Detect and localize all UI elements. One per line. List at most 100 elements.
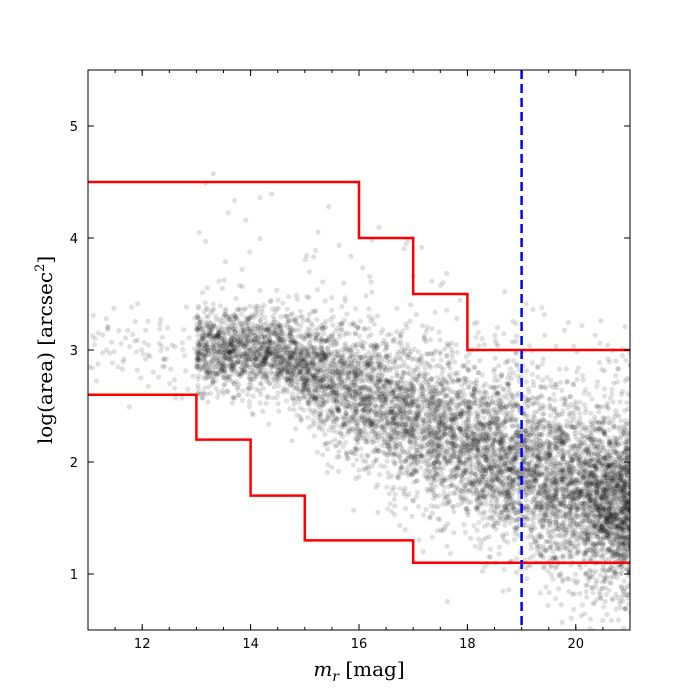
scatter-point: [243, 315, 249, 321]
scatter-point: [639, 543, 644, 548]
scatter-point: [583, 572, 589, 578]
scatter-point: [431, 475, 437, 481]
scatter-point: [640, 592, 645, 597]
scatter-point: [643, 508, 648, 513]
scatter-point: [637, 505, 642, 510]
scatter-point: [610, 566, 616, 572]
scatter-point: [427, 439, 434, 445]
scatter-point: [631, 425, 636, 430]
scatter-point: [635, 619, 640, 624]
scatter-point: [597, 340, 603, 346]
scatter-point: [640, 558, 645, 563]
scatter-point: [638, 565, 643, 570]
scatter-point: [643, 481, 648, 486]
scatter-point: [644, 450, 649, 455]
scatter-point: [633, 509, 638, 514]
scatter-point: [313, 367, 319, 373]
scatter-point: [439, 399, 445, 405]
scatter-point: [633, 510, 638, 515]
scatter-point: [342, 392, 348, 398]
scatter-point: [451, 389, 457, 395]
scatter-point: [635, 561, 640, 566]
scatter-point: [632, 576, 637, 581]
scatter-point: [641, 427, 646, 432]
scatter-point: [637, 552, 642, 557]
scatter-point: [642, 512, 647, 517]
scatter-point: [586, 391, 592, 397]
scatter-point: [643, 453, 648, 458]
scatter-point: [638, 542, 643, 547]
scatter-point: [631, 510, 636, 515]
scatter-point: [630, 422, 635, 427]
scatter-point: [641, 464, 646, 469]
scatter-point: [157, 321, 163, 327]
scatter-point: [632, 591, 637, 596]
scatter-point: [639, 506, 644, 511]
scatter-point: [449, 376, 455, 382]
scatter-point: [497, 451, 503, 457]
scatter-point: [389, 509, 395, 515]
scatter-point: [541, 488, 547, 494]
scatter-point: [257, 195, 263, 201]
scatter-point: [632, 533, 637, 538]
scatter-point: [643, 479, 648, 484]
scatter-point: [636, 518, 641, 523]
scatter-point: [457, 426, 463, 432]
scatter-point: [413, 312, 419, 318]
scatter-point: [637, 497, 642, 502]
scatter-point: [644, 456, 649, 461]
scatter-point: [639, 498, 644, 503]
scatter-point: [366, 470, 372, 476]
scatter-point: [568, 401, 574, 408]
scatter-point: [562, 432, 568, 438]
scatter-point: [642, 574, 647, 579]
scatter-point: [624, 469, 630, 475]
scatter-point: [205, 367, 211, 373]
scatter-point: [642, 498, 647, 503]
scatter-point: [638, 547, 643, 552]
scatter-point: [115, 364, 121, 370]
scatter-point: [626, 640, 631, 645]
scatter-point: [609, 475, 615, 481]
scatter-point: [641, 492, 646, 497]
scatter-point: [232, 197, 238, 203]
scatter-point: [643, 490, 648, 495]
scatter-point: [564, 379, 570, 385]
scatter-point: [478, 421, 484, 427]
scatter-point: [631, 528, 636, 533]
scatter-point: [436, 452, 442, 458]
scatter-point: [181, 327, 187, 333]
scatter-point: [644, 502, 649, 507]
scatter-point: [637, 512, 642, 517]
scatter-point: [468, 499, 474, 505]
scatter-point: [623, 357, 629, 363]
scatter-point: [634, 435, 639, 440]
scatter-point: [633, 520, 638, 525]
scatter-point: [213, 378, 219, 384]
scatter-point: [643, 484, 648, 489]
scatter-point: [634, 565, 639, 570]
scatter-point: [632, 583, 637, 588]
scatter-point: [638, 502, 643, 507]
scatter-point: [204, 285, 210, 291]
scatter-point: [443, 425, 449, 432]
scatter-point: [643, 459, 648, 464]
scatter-point: [636, 472, 641, 477]
scatter-point: [319, 427, 326, 433]
scatter-point: [249, 384, 255, 390]
scatter-point: [644, 557, 649, 562]
scatter-point: [560, 490, 566, 497]
scatter-point: [565, 482, 571, 488]
scatter-point: [457, 411, 463, 417]
scatter-point: [635, 439, 640, 444]
scatter-point: [580, 377, 586, 383]
scatter-point: [409, 399, 415, 406]
scatter-point: [641, 547, 646, 552]
scatter-point: [459, 382, 465, 388]
scatter-point: [643, 516, 648, 521]
scatter-point: [637, 536, 642, 541]
scatter-point: [643, 454, 648, 459]
scatter-point: [582, 459, 588, 465]
scatter-point: [640, 484, 645, 489]
scatter-point: [634, 434, 639, 439]
